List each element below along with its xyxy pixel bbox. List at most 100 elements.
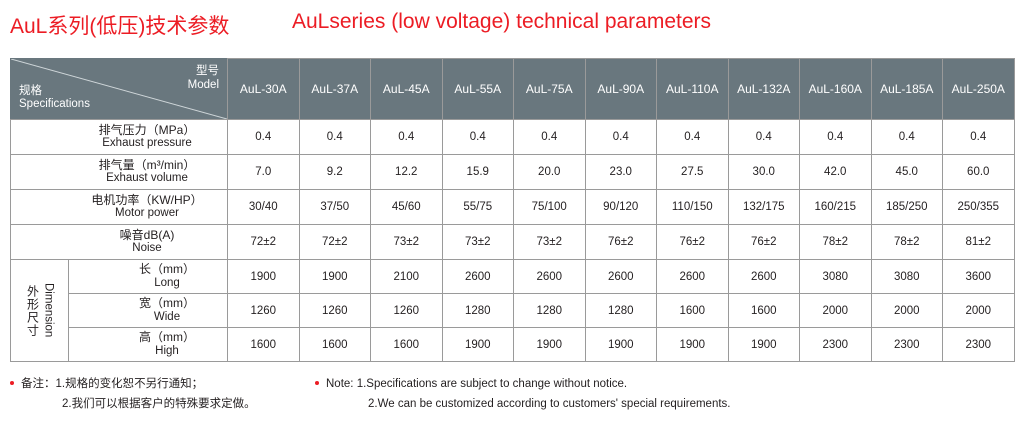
cell-r2-c9: 185/250 bbox=[870, 189, 943, 225]
page-title-en-rest: series (low voltage) technical parameter… bbox=[329, 10, 712, 33]
cell-d0-c6: 2600 bbox=[656, 259, 729, 294]
cell-r3-c5: 76±2 bbox=[584, 224, 657, 260]
footnote-cn-lead: 备注： bbox=[21, 378, 56, 390]
model-header-0: AuL-30A bbox=[227, 58, 300, 120]
row-label-en: Exhaust pressure bbox=[102, 137, 192, 150]
table-row: 噪音dB(A) Noise 72±2 72±2 73±2 73±2 73±2 76±2 76±2… bbox=[10, 224, 1015, 260]
page-title-en: AuLseries (low voltage) technical parame… bbox=[292, 10, 711, 34]
cell-r1-c9: 45.0 bbox=[870, 154, 943, 190]
dim-row-label-2: 高（mm） High bbox=[68, 327, 228, 362]
model-header-2: AuL-45A bbox=[370, 58, 443, 120]
cell-r0-c4: 0.4 bbox=[513, 119, 586, 155]
model-header-5: AuL-90A bbox=[584, 58, 657, 120]
footnote-en-line2: 2.We can be customized according to cust… bbox=[315, 394, 731, 414]
cell-r3-c0: 72±2 bbox=[227, 224, 300, 260]
cell-r0-c5: 0.4 bbox=[584, 119, 657, 155]
table-row: 高（mm） High 1600 1600 1600 1900 1900 1900 1900 190… bbox=[11, 327, 1015, 362]
table-row: 排气压力（MPa） Exhaust pressure 0.4 0.4 0.4 0.4 0.4… bbox=[10, 119, 1015, 155]
cell-r0-c3: 0.4 bbox=[441, 119, 514, 155]
header-model-label: 型号 Model bbox=[188, 65, 219, 92]
spec-table: 型号 Model 规格 Specifications AuL-30A AuL-37A AuL… bbox=[10, 58, 1015, 362]
row-label-cn: 排气量（m³/min） bbox=[98, 157, 196, 172]
cell-d2-c2: 1600 bbox=[370, 327, 443, 362]
cell-r2-c0: 30/40 bbox=[227, 189, 300, 225]
cell-r0-c6: 0.4 bbox=[656, 119, 729, 155]
cell-d1-c3: 1280 bbox=[441, 293, 514, 328]
header-corner-cell: 型号 Model 规格 Specifications bbox=[10, 58, 228, 120]
row-label-cn: 长（mm） bbox=[139, 262, 195, 277]
cell-d1-c7: 1600 bbox=[727, 293, 800, 328]
header-spec-label: 规格 Specifications bbox=[19, 85, 90, 112]
cell-r1-c10: 60.0 bbox=[942, 154, 1015, 190]
footnote-cn-line2: 2.我们可以根据客户的特殊要求定做。 bbox=[10, 394, 256, 414]
cell-r0-c2: 0.4 bbox=[370, 119, 443, 155]
row-label-en: Exhaust volume bbox=[106, 172, 188, 185]
page-title-en-lead: AuL bbox=[292, 10, 330, 33]
diagonal-divider-icon bbox=[11, 59, 227, 119]
cell-r0-c10: 0.4 bbox=[942, 119, 1015, 155]
table-row: 排气量（m³/min） Exhaust volume 7.0 9.2 12.2 15.9 2… bbox=[10, 154, 1015, 190]
model-header-6: AuL-110A bbox=[656, 58, 729, 120]
cell-d0-c8: 3080 bbox=[799, 259, 872, 294]
spec-table-wrapper: 型号 Model 规格 Specifications AuL-30A AuL-37A AuL… bbox=[10, 58, 1015, 362]
cell-r3-c10: 81±2 bbox=[942, 224, 1015, 260]
cell-r1-c4: 20.0 bbox=[513, 154, 586, 190]
cell-d1-c0: 1260 bbox=[227, 293, 300, 328]
cell-r3-c2: 73±2 bbox=[370, 224, 443, 260]
model-header-7: AuL-132A bbox=[727, 58, 800, 120]
footnote-en-line1: Note: 1.Specifications are subject to ch… bbox=[315, 374, 731, 394]
row-label-en: Motor power bbox=[115, 207, 179, 220]
bullet-icon bbox=[315, 380, 319, 385]
row-label-en: Wide bbox=[153, 310, 181, 323]
cell-d1-c9: 2000 bbox=[870, 293, 943, 328]
spec-table-body: 型号 Model 规格 Specifications AuL-30A AuL-37A AuL… bbox=[10, 58, 1015, 362]
cell-r1-c5: 23.0 bbox=[584, 154, 657, 190]
cell-d2-c6: 1900 bbox=[656, 327, 729, 362]
footnote-cn-text2: 2.我们可以根据客户的特殊要求定做。 bbox=[62, 398, 256, 411]
table-row: 宽（mm） Wide 1260 1260 1260 1280 1280 1280 1600 160… bbox=[11, 293, 1015, 328]
footnote-en-lead: Note: bbox=[326, 378, 354, 390]
cell-r0-c1: 0.4 bbox=[298, 119, 371, 155]
cell-r2-c2: 45/60 bbox=[370, 189, 443, 225]
cell-r1-c8: 42.0 bbox=[799, 154, 872, 190]
cell-d1-c8: 2000 bbox=[799, 293, 872, 328]
row-label-cn: 宽（mm） bbox=[139, 296, 195, 311]
cell-d2-c8: 2300 bbox=[799, 327, 872, 362]
dimension-label-en: Dimension bbox=[42, 283, 55, 338]
dimension-label-cn: 外形尺寸 bbox=[25, 284, 40, 337]
cell-r2-c4: 75/100 bbox=[513, 189, 586, 225]
cell-d0-c3: 2600 bbox=[441, 259, 514, 294]
footnote-en: Note: 1.Specifications are subject to ch… bbox=[315, 374, 731, 414]
row-label-0: 排气压力（MPa） Exhaust pressure bbox=[10, 119, 228, 155]
dimension-group-label: 外形尺寸 Dimension bbox=[10, 259, 69, 362]
cell-d1-c2: 1260 bbox=[370, 293, 443, 328]
row-label-cn: 排气压力（MPa） bbox=[98, 122, 196, 137]
header-spec-en: Specifications bbox=[19, 98, 90, 111]
dim-row-label-1: 宽（mm） Wide bbox=[68, 293, 228, 328]
cell-r0-c8: 0.4 bbox=[799, 119, 872, 155]
cell-r1-c6: 27.5 bbox=[656, 154, 729, 190]
model-header-8: AuL-160A bbox=[799, 58, 872, 120]
cell-r0-c9: 0.4 bbox=[870, 119, 943, 155]
cell-r3-c6: 76±2 bbox=[656, 224, 729, 260]
cell-r3-c7: 76±2 bbox=[727, 224, 800, 260]
cell-d0-c7: 2600 bbox=[727, 259, 800, 294]
cell-d2-c1: 1600 bbox=[298, 327, 371, 362]
table-row: 电机功率（KW/HP） Motor power 30/40 37/50 45/60 55/… bbox=[10, 189, 1015, 225]
row-label-1: 排气量（m³/min） Exhaust volume bbox=[10, 154, 228, 190]
cell-d1-c1: 1260 bbox=[298, 293, 371, 328]
cell-r1-c1: 9.2 bbox=[298, 154, 371, 190]
cell-r1-c7: 30.0 bbox=[727, 154, 800, 190]
cell-r3-c1: 72±2 bbox=[298, 224, 371, 260]
cell-r2-c3: 55/75 bbox=[441, 189, 514, 225]
cell-d2-c5: 1900 bbox=[584, 327, 657, 362]
cell-d0-c5: 2600 bbox=[584, 259, 657, 294]
model-header-4: AuL-75A bbox=[513, 58, 586, 120]
cell-d0-c4: 2600 bbox=[513, 259, 586, 294]
dim-row-label-0: 长（mm） Long bbox=[68, 259, 228, 294]
page-title-cn: AuL系列(低压)技术参数 bbox=[10, 15, 230, 38]
cell-r3-c8: 78±2 bbox=[799, 224, 872, 260]
cell-d2-c10: 2300 bbox=[942, 327, 1015, 362]
cell-d1-c5: 1280 bbox=[584, 293, 657, 328]
cell-d2-c4: 1900 bbox=[513, 327, 586, 362]
